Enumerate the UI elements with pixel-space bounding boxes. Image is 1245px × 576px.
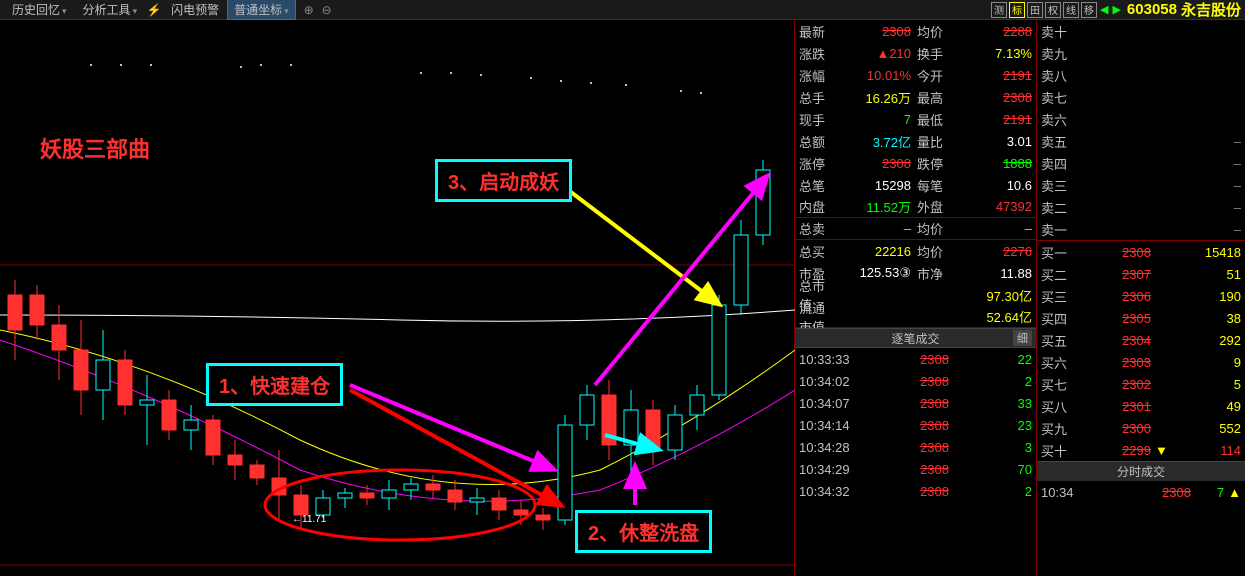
buy-row: 买一230815418 [1037,241,1245,263]
kline-chart[interactable]: 妖股三部曲 1、快速建仓 2、休整洗盘 3、启动成妖 ←11.71 [0,20,795,576]
buy-row: 买六23039 [1037,351,1245,373]
tb-btn-0[interactable]: 测 [991,2,1007,18]
annotation: 1、快速建仓 [206,363,343,406]
buy-row: 买五2304292 [1037,329,1245,351]
low-point-label: ←11.71 [292,514,326,525]
stock-name[interactable]: 永吉股份 [1181,0,1241,20]
quote-row: 流通市值 52.64亿 [795,306,1036,328]
sell-row: 卖七 [1037,86,1245,108]
sell-row: 卖四– [1037,152,1245,174]
tb-btn-3[interactable]: 权 [1045,2,1061,18]
intraday-row: 10:3423087▲ [1037,481,1245,503]
buy-row: 买九2300552 [1037,417,1245,439]
buy-row: 买十2299▼114 [1037,439,1245,461]
order-panel: 卖十 卖九 卖八 卖七 卖六 卖五– 卖四– 卖三– 卖二– 卖一– 买一230… [1037,20,1245,576]
annotation: 3、启动成妖 [435,159,572,202]
next-icon[interactable]: ▶ [1112,3,1120,16]
toolbar: 历史回忆 分析工具 ⚡ 闪电预警 普通坐标 ⊕ ⊖ 测 标 田 权 线 移 ◀ … [0,0,1245,20]
annotation: 2、休整洗盘 [575,510,712,553]
sell-row: 卖八 [1037,64,1245,86]
trade-header[interactable]: 逐笔成交细 [795,328,1036,348]
quote-row: 总买22216 均价2276 [795,240,1036,262]
lightning-icon: ⚡ [147,3,161,17]
prev-icon[interactable]: ◀ [1100,3,1108,16]
sell-row: 卖十 [1037,20,1245,42]
tb-btn-1[interactable]: 标 [1009,2,1025,18]
quote-row: 涨幅10.01% 今开2191 [795,64,1036,86]
quote-row: 最新2308 均价2288 [795,20,1036,42]
trade-row: 10:34:14230823 [795,414,1036,436]
tb-analysis[interactable]: 分析工具 [75,0,146,20]
tb-history[interactable]: 历史回忆 [4,0,75,20]
zoom-in-icon[interactable]: ⊕ [302,3,316,17]
trade-row: 10:34:2823083 [795,436,1036,458]
quote-row: 涨跌▲210 换手7.13% [795,42,1036,64]
quote-row: 现手7 最低2191 [795,108,1036,130]
tb-alert[interactable]: 闪电预警 [163,0,227,20]
trade-row: 10:34:29230870 [795,458,1036,480]
buy-row: 买四230538 [1037,307,1245,329]
chart-title: 妖股三部曲 [40,132,150,164]
sell-row: 卖一– [1037,218,1245,240]
tb-btn-4[interactable]: 线 [1063,2,1079,18]
sell-row: 卖三– [1037,174,1245,196]
tb-coord[interactable]: 普通坐标 [227,0,296,20]
detail-btn[interactable]: 细 [1013,330,1032,346]
intraday-header[interactable]: 分时成交 [1037,461,1245,481]
sell-row: 卖六 [1037,108,1245,130]
buy-row: 买七23025 [1037,373,1245,395]
quote-row: 内盘11.52万 外盘47392 [795,196,1036,218]
buy-row: 买八230149 [1037,395,1245,417]
trade-row: 10:34:0223082 [795,370,1036,392]
buy-row: 买二230751 [1037,263,1245,285]
sell-row: 卖五– [1037,130,1245,152]
quote-panel: 最新2308 均价2288 涨跌▲210 换手7.13% 涨幅10.01% 今开… [795,20,1037,576]
quote-row: 总笔15298 每笔10.6 [795,174,1036,196]
tb-btn-5[interactable]: 移 [1081,2,1097,18]
zoom-out-icon[interactable]: ⊖ [320,3,334,17]
quote-row: 总额3.72亿 量比3.01 [795,130,1036,152]
sell-row: 卖二– [1037,196,1245,218]
quote-row: 总手16.26万 最高2308 [795,86,1036,108]
trade-row: 10:34:3223082 [795,480,1036,502]
tb-btn-2[interactable]: 田 [1027,2,1043,18]
sell-row: 卖九 [1037,42,1245,64]
quote-row: 涨停2308 跌停1888 [795,152,1036,174]
quote-row: 总卖– 均价– [795,218,1036,240]
buy-row: 买三2306190 [1037,285,1245,307]
trade-row: 10:34:07230833 [795,392,1036,414]
stock-code[interactable]: 603058 [1127,1,1177,18]
trade-row: 10:33:33230822 [795,348,1036,370]
